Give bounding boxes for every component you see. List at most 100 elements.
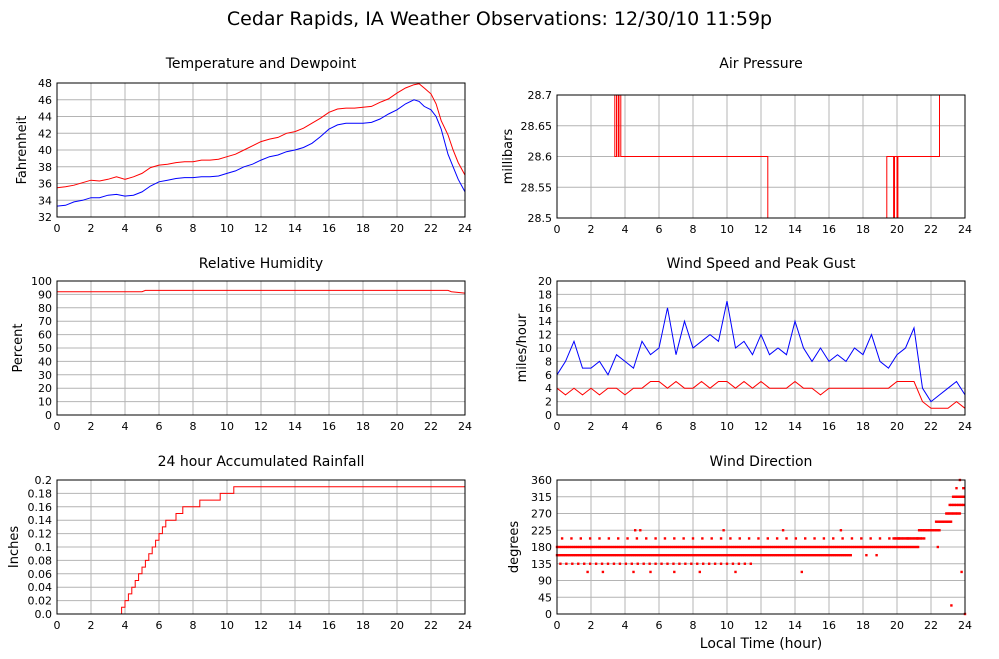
x-tick-label: 10 [720, 619, 734, 632]
data-point [725, 545, 728, 549]
data-point [602, 545, 606, 549]
data-point [731, 562, 735, 565]
data-point [592, 545, 595, 549]
data-point [707, 562, 711, 565]
data-point [714, 553, 718, 557]
data-point [808, 553, 812, 557]
data-point [759, 553, 763, 557]
data-point [794, 545, 797, 549]
data-point [920, 537, 924, 540]
data-point [639, 545, 642, 549]
data-point [896, 537, 899, 540]
x-tick-label: 0 [554, 619, 561, 632]
data-point [908, 545, 912, 549]
data-point [691, 537, 695, 540]
data-point [786, 553, 789, 557]
data-point [721, 553, 724, 557]
data-point [600, 545, 604, 549]
data-point [626, 537, 629, 540]
data-point [639, 529, 642, 532]
data-point [960, 495, 963, 498]
data-point [962, 495, 966, 498]
x-tick-label: 18 [856, 420, 870, 433]
data-point [688, 553, 691, 557]
data-point [934, 520, 938, 523]
x-tick-label: 20 [890, 619, 904, 632]
data-point [704, 553, 708, 557]
data-point [936, 520, 939, 523]
data-point [680, 545, 683, 549]
data-point [692, 545, 695, 549]
data-point [647, 553, 650, 557]
data-point [928, 529, 931, 532]
wind-ylabel: miles/hour [515, 313, 530, 382]
data-point [926, 529, 929, 532]
data-point [739, 545, 742, 549]
data-point [849, 553, 852, 557]
y-tick-label: 100 [31, 275, 52, 288]
data-point [688, 545, 691, 549]
data-point [880, 545, 883, 549]
data-point [700, 553, 704, 557]
data-point [900, 537, 903, 540]
data-point [786, 545, 789, 549]
data-point [708, 553, 712, 557]
data-point [874, 545, 877, 549]
data-point [917, 529, 921, 532]
data-point [578, 545, 581, 549]
data-point [606, 553, 610, 557]
data-point [645, 537, 648, 540]
data-point [584, 545, 587, 549]
data-point [778, 545, 781, 549]
data-point [672, 562, 675, 565]
data-point [586, 553, 589, 557]
data-point [782, 553, 785, 557]
data-point [684, 553, 687, 557]
data-point [570, 553, 573, 557]
data-point [663, 537, 667, 540]
data-point [590, 545, 593, 549]
data-point [888, 545, 891, 549]
data-point [737, 562, 741, 565]
x-tick-label: 4 [122, 420, 129, 433]
data-point [950, 503, 953, 507]
data-point [774, 545, 777, 549]
x-tick-label: 8 [690, 619, 697, 632]
data-point [604, 545, 608, 549]
data-point [794, 537, 798, 540]
data-point [906, 545, 910, 549]
x-tick-label: 20 [890, 420, 904, 433]
data-point [804, 545, 808, 549]
data-point [845, 553, 848, 557]
data-point [570, 545, 573, 549]
data-point [586, 570, 589, 574]
x-tick-label: 0 [54, 619, 61, 632]
data-point [953, 512, 956, 515]
data-point [919, 529, 922, 532]
y-tick-label: 135 [531, 558, 552, 571]
y-tick-label: 40 [38, 355, 52, 368]
data-point [802, 545, 806, 549]
data-point [857, 545, 861, 549]
data-point [847, 553, 850, 557]
data-point [588, 537, 592, 540]
data-point [682, 545, 685, 549]
data-point [719, 545, 722, 549]
data-point [631, 545, 634, 549]
data-point [901, 537, 905, 540]
data-point [690, 562, 693, 565]
data-point [655, 553, 659, 557]
y-tick-label: 0.16 [28, 501, 53, 514]
y-tick-label: 270 [531, 508, 552, 521]
data-point [747, 545, 750, 549]
x-tick-label: 10 [720, 420, 734, 433]
data-point [570, 537, 573, 540]
data-point [659, 553, 663, 557]
data-point [731, 553, 734, 557]
x-tick-label: 24 [458, 420, 472, 433]
x-tick-label: 22 [924, 223, 938, 236]
y-tick-label: 44 [38, 111, 52, 124]
data-point [914, 537, 917, 540]
data-point [630, 562, 633, 565]
data-point [702, 562, 705, 565]
